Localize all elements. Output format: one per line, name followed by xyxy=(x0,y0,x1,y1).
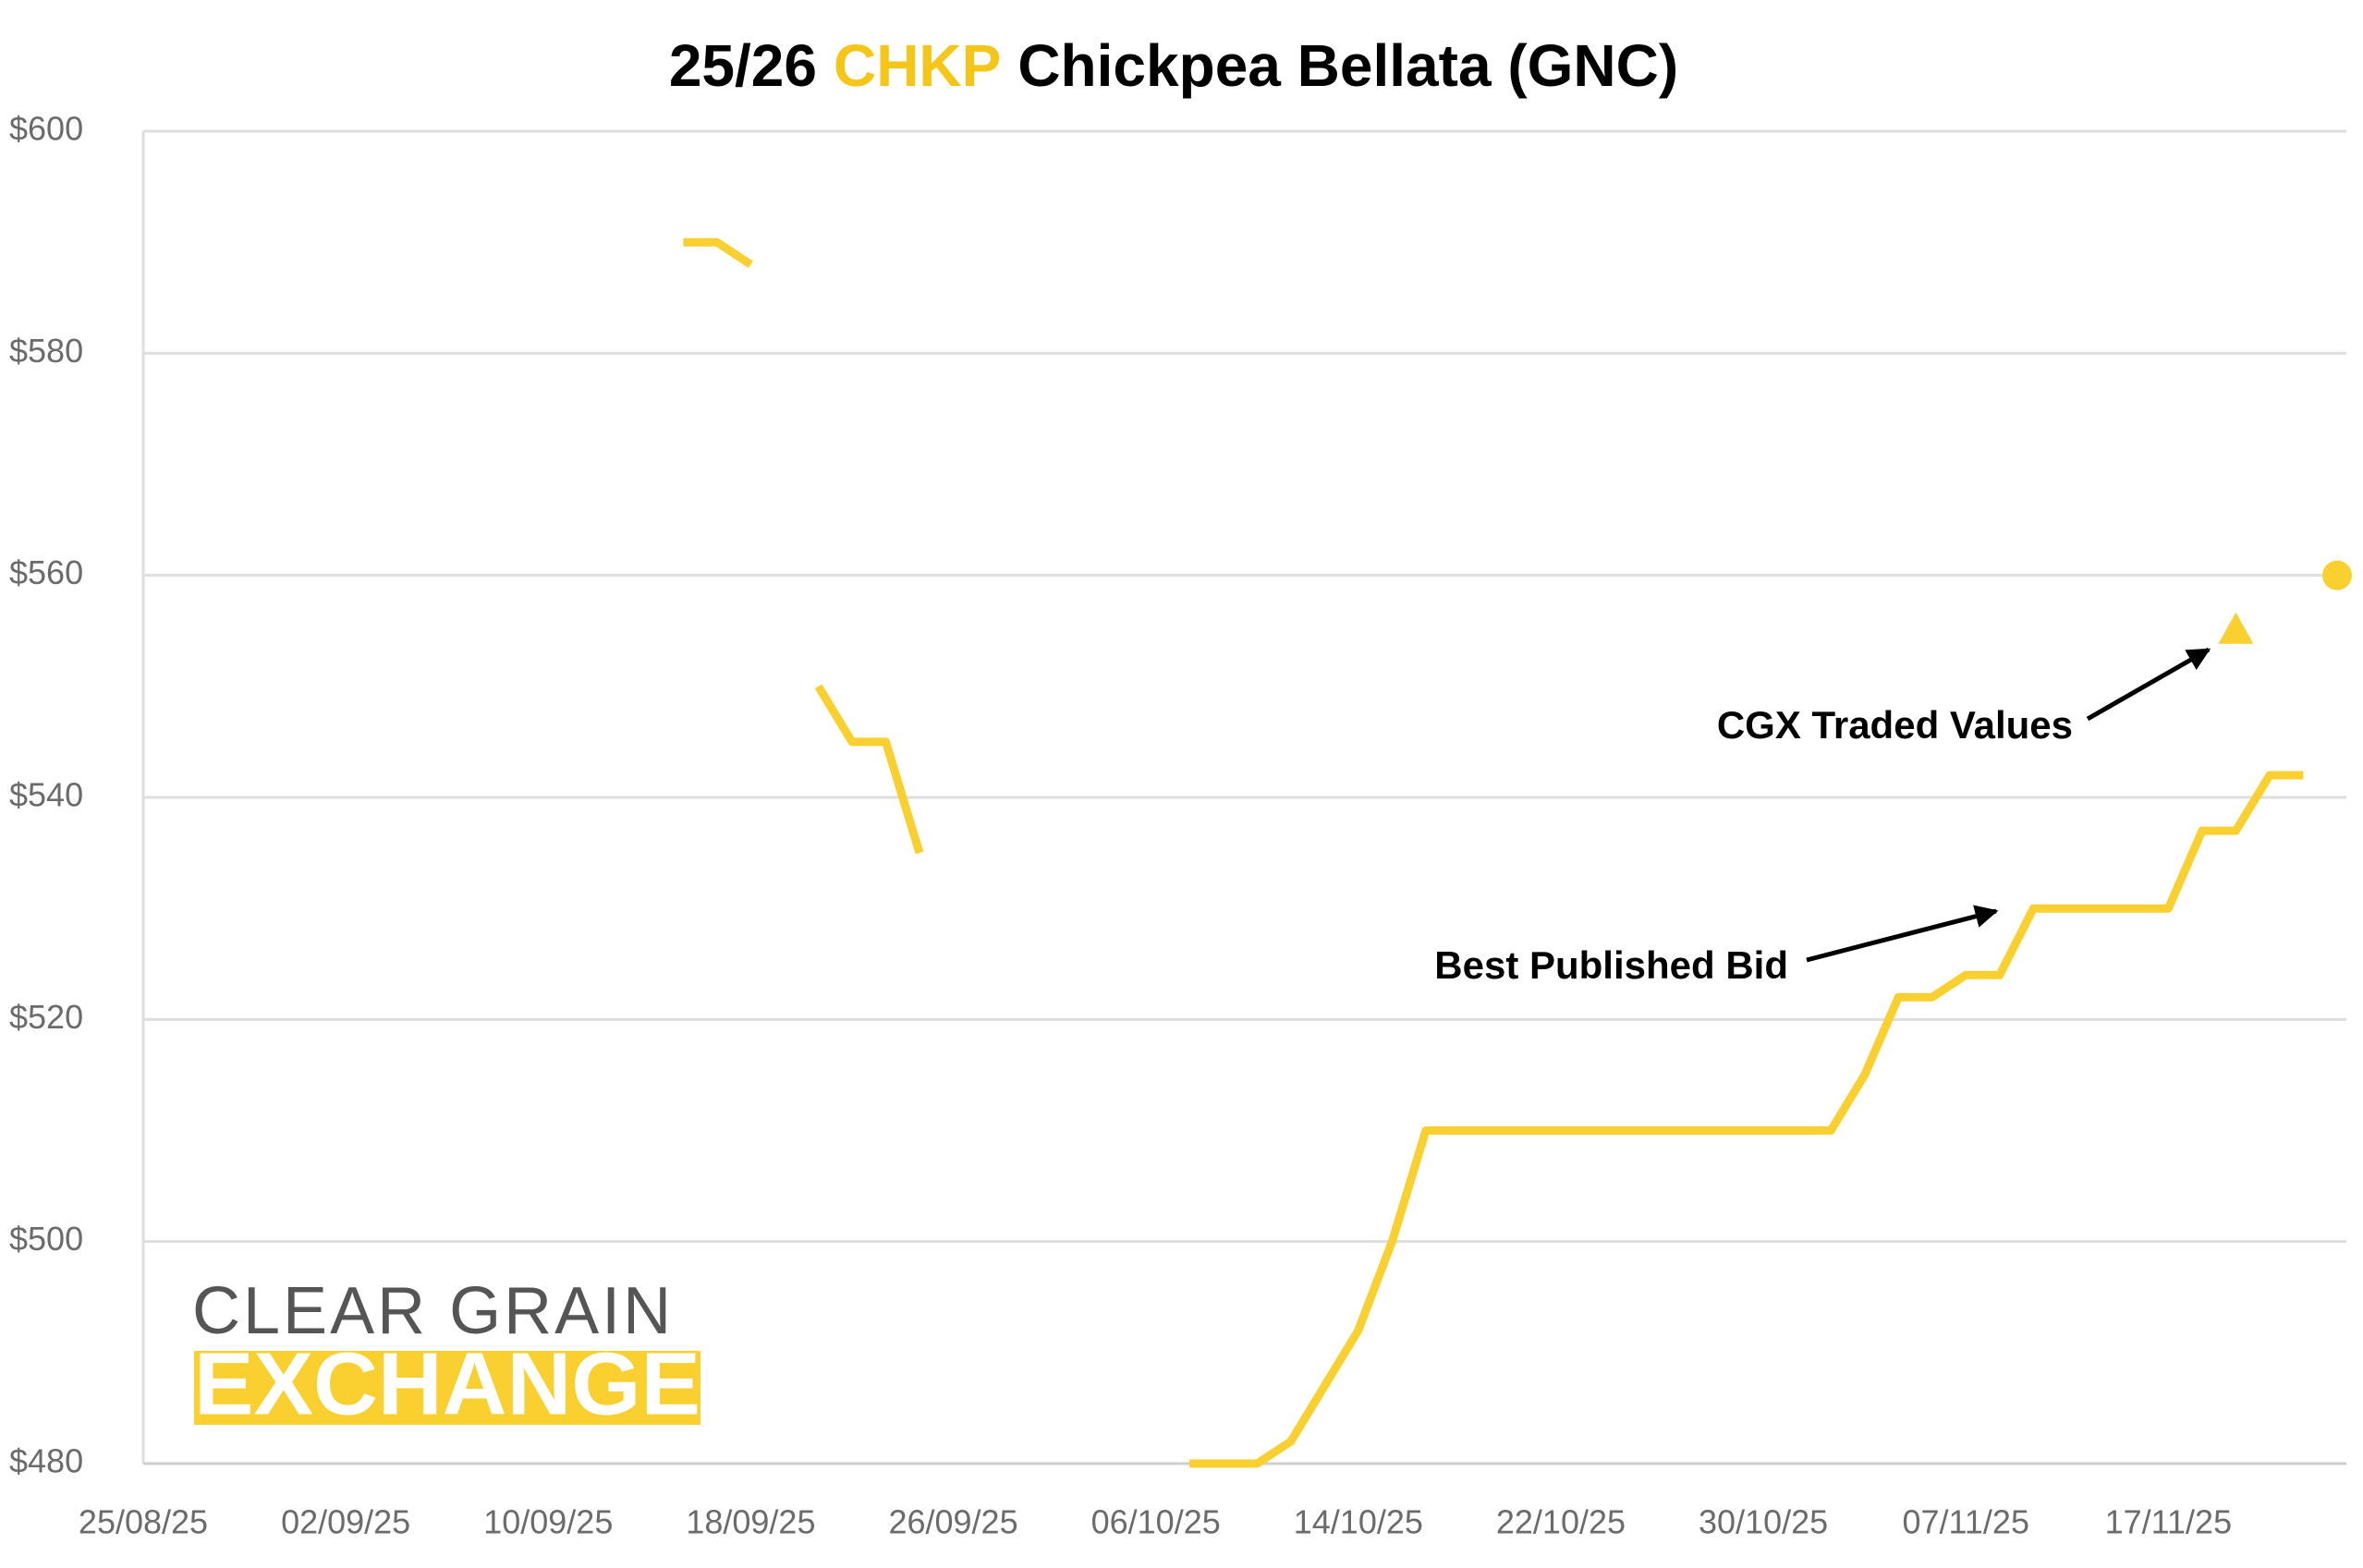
x-tick-label: 18/09/25 xyxy=(686,1503,815,1541)
title-part: 25/26 xyxy=(669,32,817,99)
logo-band xyxy=(194,1351,700,1425)
annotation-arrow xyxy=(2086,647,2211,722)
chart-title: 25/26 CHKP Chickpea Bellata (GNC) xyxy=(669,32,1678,99)
y-tick-label: $580 xyxy=(9,332,83,370)
y-tick-label: $600 xyxy=(9,110,83,148)
x-tick-label: 14/10/25 xyxy=(1294,1503,1423,1541)
x-tick-label: 02/09/25 xyxy=(281,1503,410,1541)
y-tick-label: $540 xyxy=(9,776,83,814)
x-tick-label: 06/10/25 xyxy=(1091,1503,1221,1541)
x-tick-label: 25/08/25 xyxy=(79,1503,208,1541)
x-tick-label: 26/09/25 xyxy=(888,1503,1017,1541)
logo-text: EXCHANGE xyxy=(194,1334,700,1433)
x-tick-label: 17/11/25 xyxy=(2105,1503,2232,1541)
annotation: CGX Traded Values xyxy=(1717,703,2073,747)
y-tick-label: $560 xyxy=(9,553,83,591)
logo: CLEAR GRAIN EXCHANGE xyxy=(192,1274,700,1433)
marker xyxy=(2218,612,2254,644)
annotation-arrow xyxy=(1806,905,1999,963)
line xyxy=(683,237,2304,1468)
x-tick-label: 10/09/25 xyxy=(483,1503,613,1541)
marker xyxy=(2322,560,2352,590)
x-tick-label: 30/10/25 xyxy=(1699,1503,1828,1541)
y-tick-label: $500 xyxy=(9,1220,83,1258)
x-tick-label: 07/11/25 xyxy=(1903,1503,2029,1541)
x-tick-label: 22/10/25 xyxy=(1496,1503,1626,1541)
logo-text: CLEAR GRAIN xyxy=(192,1274,674,1348)
y-tick-label: $520 xyxy=(9,998,83,1036)
title-part: Chickpea Bellata (GNC) xyxy=(1017,32,1678,99)
y-tick-label: $480 xyxy=(9,1442,83,1480)
annotation: Best Published Bid xyxy=(1434,943,1788,987)
title-part: CHKP xyxy=(834,32,1001,99)
